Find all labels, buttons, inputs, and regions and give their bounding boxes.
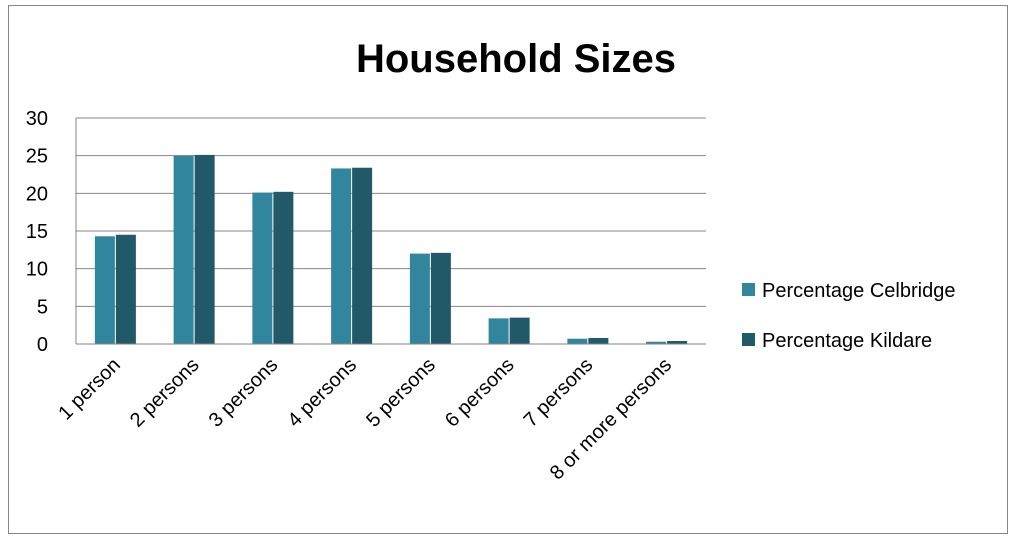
y-tick-label: 30 [26, 108, 48, 130]
bar-celbridge [488, 318, 509, 344]
bar-celbridge [646, 341, 667, 344]
bar-celbridge [252, 192, 273, 344]
bar-celbridge [331, 168, 352, 344]
y-tick-label: 25 [26, 146, 48, 168]
bar-kildare [430, 252, 451, 344]
y-tick-label: 0 [37, 334, 48, 356]
legend-label: Percentage Kildare [762, 330, 932, 352]
bar-celbridge [173, 155, 194, 344]
y-tick-label: 10 [26, 259, 48, 281]
bar-celbridge [567, 338, 588, 344]
chart-title: Household Sizes [356, 37, 676, 81]
y-tick-label: 15 [26, 221, 48, 243]
legend-swatch [742, 283, 755, 296]
bar-celbridge [409, 253, 430, 344]
legend: Percentage Celbridge Percentage Kildare [742, 280, 955, 352]
bar-kildare [588, 337, 609, 344]
bar-kildare [115, 234, 136, 344]
legend-swatch [742, 333, 755, 346]
bar-kildare [194, 154, 215, 344]
bar-kildare [352, 167, 373, 344]
y-tick-label: 5 [37, 296, 48, 318]
bar-kildare [667, 340, 688, 344]
y-axis: 0 5 10 15 20 25 30 [26, 108, 77, 356]
bar-kildare [273, 191, 294, 344]
bar-kildare [509, 317, 530, 344]
legend-label: Percentage Celbridge [762, 280, 955, 302]
y-tick-label: 20 [26, 183, 48, 205]
chart-border [8, 5, 1008, 534]
bar-celbridge [94, 236, 115, 344]
bars [94, 154, 688, 344]
